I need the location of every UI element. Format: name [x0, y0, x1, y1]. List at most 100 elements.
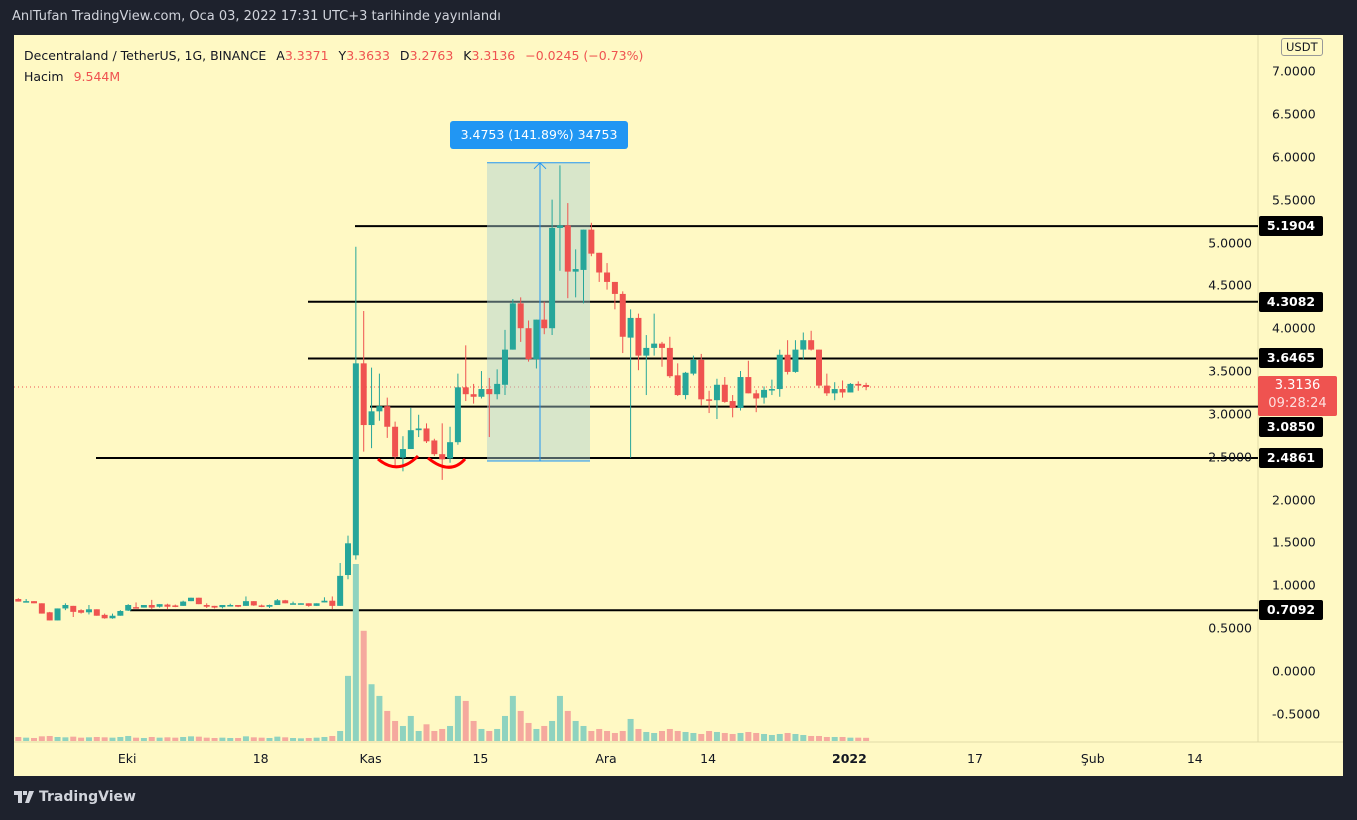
- candle[interactable]: [38, 603, 45, 614]
- candle[interactable]: [188, 597, 194, 602]
- candle[interactable]: [15, 598, 22, 602]
- candle[interactable]: [682, 371, 689, 400]
- candle[interactable]: [172, 604, 179, 608]
- candle[interactable]: [698, 353, 705, 406]
- candle[interactable]: [431, 438, 438, 456]
- candle[interactable]: [541, 301, 548, 335]
- candle[interactable]: [627, 309, 634, 458]
- candle[interactable]: [706, 390, 713, 414]
- candle[interactable]: [352, 246, 359, 560]
- candle[interactable]: [745, 360, 752, 394]
- candle[interactable]: [266, 604, 273, 609]
- symbol-title[interactable]: Decentraland / TetherUS, 1G, BINANCE: [24, 48, 267, 63]
- candle[interactable]: [297, 603, 304, 605]
- candle[interactable]: [54, 608, 61, 621]
- candle[interactable]: [533, 319, 540, 369]
- candle[interactable]: [250, 601, 257, 606]
- candle[interactable]: [133, 602, 140, 609]
- candle[interactable]: [290, 601, 297, 605]
- candle[interactable]: [604, 263, 611, 290]
- candle[interactable]: [831, 382, 838, 401]
- candle[interactable]: [313, 603, 320, 606]
- candle[interactable]: [596, 252, 603, 282]
- candle[interactable]: [31, 601, 37, 604]
- candle[interactable]: [454, 373, 461, 445]
- candle[interactable]: [156, 604, 163, 608]
- candle[interactable]: [572, 249, 579, 298]
- candle[interactable]: [721, 377, 728, 403]
- candle[interactable]: [800, 332, 807, 360]
- candle[interactable]: [101, 613, 108, 619]
- candle[interactable]: [180, 600, 187, 606]
- candle[interactable]: [62, 603, 69, 611]
- candle[interactable]: [46, 611, 53, 621]
- candle[interactable]: [93, 609, 100, 616]
- candle[interactable]: [140, 605, 147, 608]
- candle[interactable]: [713, 378, 720, 420]
- candle[interactable]: [227, 603, 234, 607]
- candle[interactable]: [666, 336, 673, 378]
- candle[interactable]: [808, 330, 815, 351]
- candle[interactable]: [556, 165, 563, 271]
- candle[interactable]: [611, 281, 618, 310]
- candle[interactable]: [109, 613, 116, 619]
- candle[interactable]: [737, 371, 744, 411]
- currency-button[interactable]: USDT: [1281, 38, 1323, 56]
- candle[interactable]: [376, 373, 383, 421]
- candle[interactable]: [816, 349, 822, 389]
- candle[interactable]: [753, 389, 760, 413]
- candle[interactable]: [792, 340, 799, 373]
- candle[interactable]: [242, 596, 249, 606]
- candle[interactable]: [85, 605, 92, 615]
- candle[interactable]: [345, 535, 351, 580]
- candle[interactable]: [486, 377, 493, 438]
- candle[interactable]: [839, 380, 846, 398]
- candle[interactable]: [478, 371, 485, 399]
- candle[interactable]: [776, 349, 783, 397]
- support-arc-drawing[interactable]: [377, 454, 420, 469]
- candle[interactable]: [502, 329, 508, 396]
- candle[interactable]: [78, 609, 85, 614]
- candle[interactable]: [729, 395, 736, 418]
- candle[interactable]: [494, 369, 501, 400]
- candle[interactable]: [855, 381, 862, 391]
- candle[interactable]: [643, 335, 650, 396]
- candle[interactable]: [423, 423, 430, 444]
- candle[interactable]: [863, 382, 870, 391]
- candle[interactable]: [651, 313, 658, 356]
- candle[interactable]: [509, 299, 516, 350]
- candle[interactable]: [784, 340, 791, 375]
- candle[interactable]: [282, 599, 289, 604]
- candle[interactable]: [305, 603, 312, 607]
- candle[interactable]: [407, 407, 414, 450]
- candle[interactable]: [823, 373, 830, 396]
- candle[interactable]: [415, 414, 422, 438]
- candle[interactable]: [164, 603, 171, 610]
- candle[interactable]: [619, 291, 626, 354]
- candle[interactable]: [219, 605, 226, 609]
- candle[interactable]: [580, 229, 587, 304]
- candle[interactable]: [439, 423, 446, 480]
- price-range-box[interactable]: [487, 162, 590, 462]
- candle[interactable]: [125, 604, 132, 612]
- candle[interactable]: [564, 203, 571, 299]
- candle[interactable]: [447, 426, 454, 463]
- candle[interactable]: [470, 383, 477, 404]
- candle[interactable]: [761, 386, 768, 404]
- candle[interactable]: [690, 355, 697, 376]
- candle[interactable]: [847, 383, 854, 393]
- candle[interactable]: [368, 367, 375, 449]
- candle[interactable]: [117, 610, 124, 616]
- support-arc-drawing[interactable]: [427, 456, 467, 469]
- candle[interactable]: [635, 313, 642, 371]
- candle[interactable]: [203, 603, 210, 609]
- candle[interactable]: [329, 596, 336, 610]
- candle[interactable]: [23, 599, 30, 603]
- candle[interactable]: [462, 345, 469, 402]
- candle[interactable]: [588, 222, 595, 257]
- candle[interactable]: [70, 605, 77, 618]
- candle[interactable]: [768, 379, 775, 396]
- chart-panel[interactable]: [14, 35, 1343, 776]
- candle[interactable]: [211, 605, 218, 609]
